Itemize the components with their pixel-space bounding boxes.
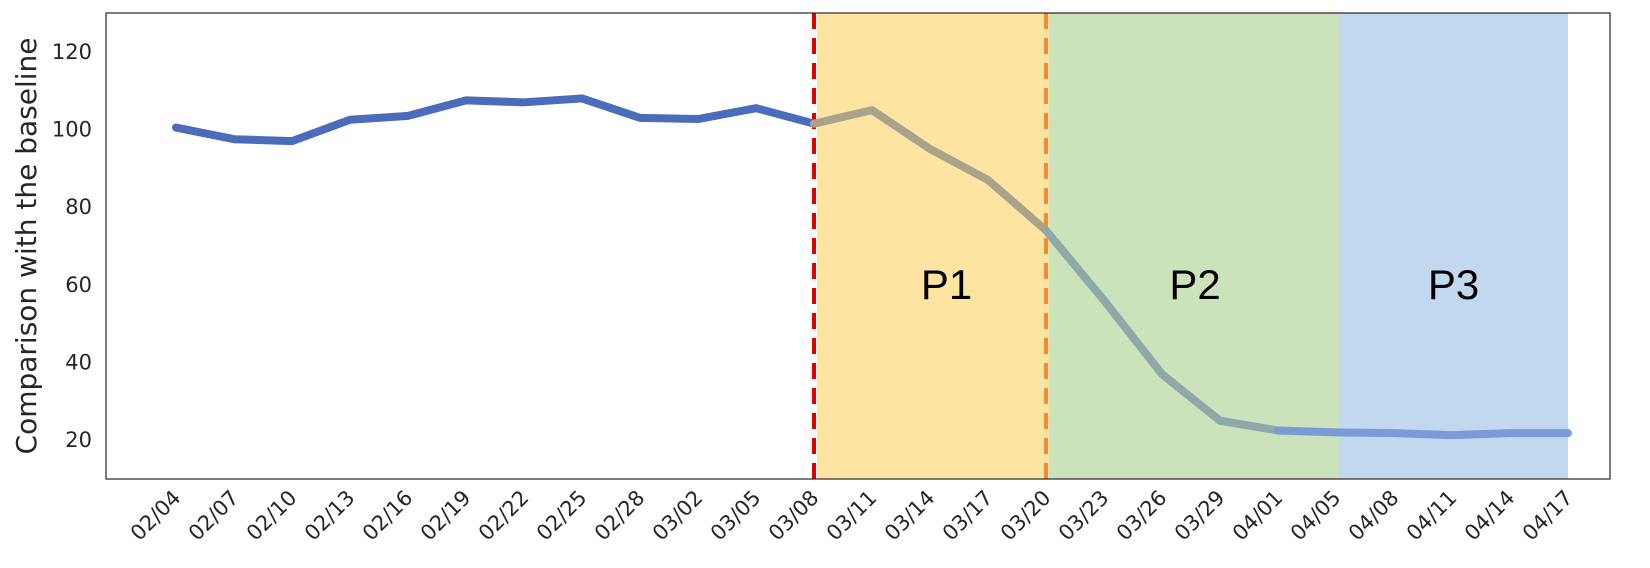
- reference-lines: [812, 13, 1048, 479]
- y-tick-label: 100: [52, 118, 92, 142]
- x-tick-label: 02/04: [126, 486, 186, 546]
- x-tick-label: 04/17: [1518, 486, 1578, 546]
- phase-label-p1: P1: [921, 261, 972, 308]
- x-tick-label: 03/14: [880, 486, 940, 546]
- y-axis-label: Comparison with the baseline: [10, 38, 43, 455]
- x-tick-label: 02/10: [242, 486, 302, 546]
- x-tick-label: 03/11: [822, 486, 882, 546]
- x-axis-ticks: 02/0402/0702/1002/1302/1602/1902/2202/25…: [126, 486, 1578, 546]
- x-tick-label: 04/08: [1344, 486, 1404, 546]
- series-line: [172, 94, 1572, 440]
- x-tick-label: 02/16: [358, 486, 418, 546]
- x-tick-label: 02/28: [590, 486, 650, 546]
- y-tick-label: 60: [65, 273, 92, 297]
- x-tick-label: 03/26: [1112, 486, 1172, 546]
- x-tick-label: 02/25: [532, 486, 592, 546]
- x-tick-label: 04/14: [1460, 486, 1520, 546]
- x-tick-label: 04/05: [1286, 486, 1346, 546]
- phase-regions: [817, 13, 1568, 479]
- x-tick-label: 03/23: [1054, 486, 1114, 546]
- x-tick-label: 02/07: [184, 486, 244, 546]
- x-tick-label: 03/20: [996, 486, 1056, 546]
- x-tick-label: 02/19: [416, 486, 476, 546]
- series-segment-4: [1274, 426, 1572, 440]
- x-tick-label: 03/08: [764, 486, 824, 546]
- phase-label-p2: P2: [1169, 261, 1220, 308]
- x-tick-label: 02/13: [300, 486, 360, 546]
- x-tick-label: 02/22: [474, 486, 534, 546]
- x-tick-label: 03/17: [938, 486, 998, 546]
- phase-label-p3: P3: [1428, 261, 1479, 308]
- phase-labels: P1 P2 P3: [921, 261, 1479, 308]
- region-p2: [1049, 13, 1341, 479]
- x-tick-label: 03/05: [706, 486, 766, 546]
- x-tick-label: 04/01: [1228, 486, 1288, 546]
- series-segment-3: [1042, 226, 1282, 435]
- x-tick-label: 04/11: [1402, 486, 1462, 546]
- series-segment-1: [172, 94, 818, 146]
- plot-frame: [105, 12, 1611, 480]
- y-tick-label: 40: [65, 351, 92, 375]
- y-axis-ticks: 20 40 60 80 100 120: [52, 40, 92, 452]
- series-segment-2: [810, 106, 1050, 235]
- y-tick-label: 20: [65, 428, 92, 452]
- x-tick-label: 03/02: [648, 486, 708, 546]
- region-p1: [817, 13, 1076, 479]
- y-tick-label: 80: [65, 195, 92, 219]
- region-p3: [1339, 13, 1568, 479]
- x-tick-label: 03/29: [1170, 486, 1230, 546]
- y-tick-label: 120: [52, 40, 92, 64]
